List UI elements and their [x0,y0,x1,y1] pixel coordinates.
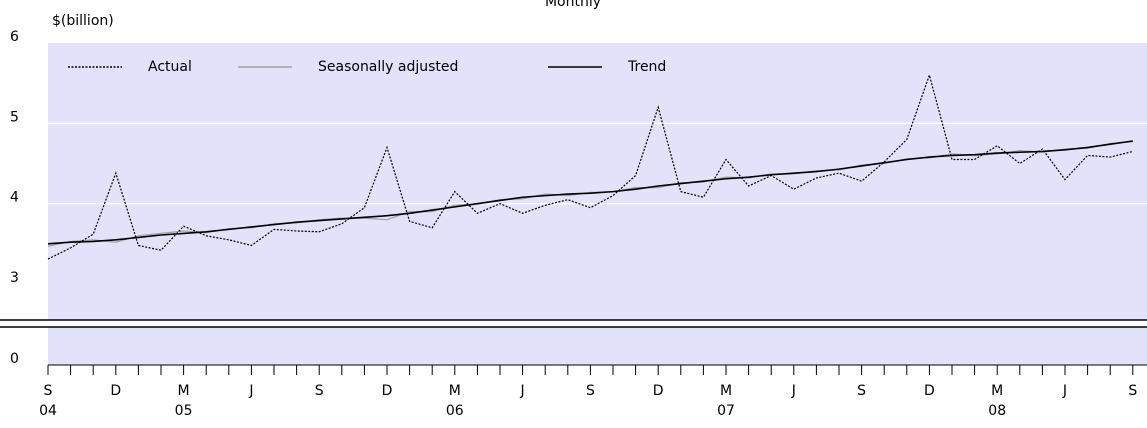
x-tick-label: M [991,383,1003,399]
x-tick-label: S [857,383,866,399]
legend-label: Trend [627,59,666,75]
line-series [47,140,1133,245]
x-tick-label: M [449,383,461,399]
x-tick-label: J [248,383,253,399]
y-tick-label: 0 [10,351,19,367]
x-tick-label: M [178,383,190,399]
legend-label: Seasonally adjusted [318,59,458,75]
x-tick-label: D [924,383,935,399]
y-tick-label: 3 [10,270,19,286]
x-tick-label: M [720,383,732,399]
axis-break-gap [0,320,1147,327]
y-tick-label: 6 [10,29,19,45]
x-tick-label: S [586,383,595,399]
x-tick-label: S [44,383,53,399]
x-tick-label: D [110,383,121,399]
x-tick-label: D [382,383,393,399]
x-tick-label: S [1128,383,1137,399]
legend-label: Actual [148,59,192,75]
chart-title: Monthly [545,0,601,10]
y-tick-label: 5 [10,109,19,125]
x-year-label: 08 [988,403,1006,419]
x-year-label: 04 [39,403,57,419]
x-year-label: 05 [175,403,193,419]
x-tick-label: J [791,383,796,399]
x-year-label: 07 [717,403,735,419]
x-tick-label: S [315,383,324,399]
x-tick-label: J [1062,383,1067,399]
x-tick-label: D [653,383,664,399]
x-year-label: 06 [446,403,464,419]
y-tick-label: 4 [10,190,19,206]
y-axis-label: $(billion) [52,13,114,29]
x-tick-label: J [520,383,525,399]
